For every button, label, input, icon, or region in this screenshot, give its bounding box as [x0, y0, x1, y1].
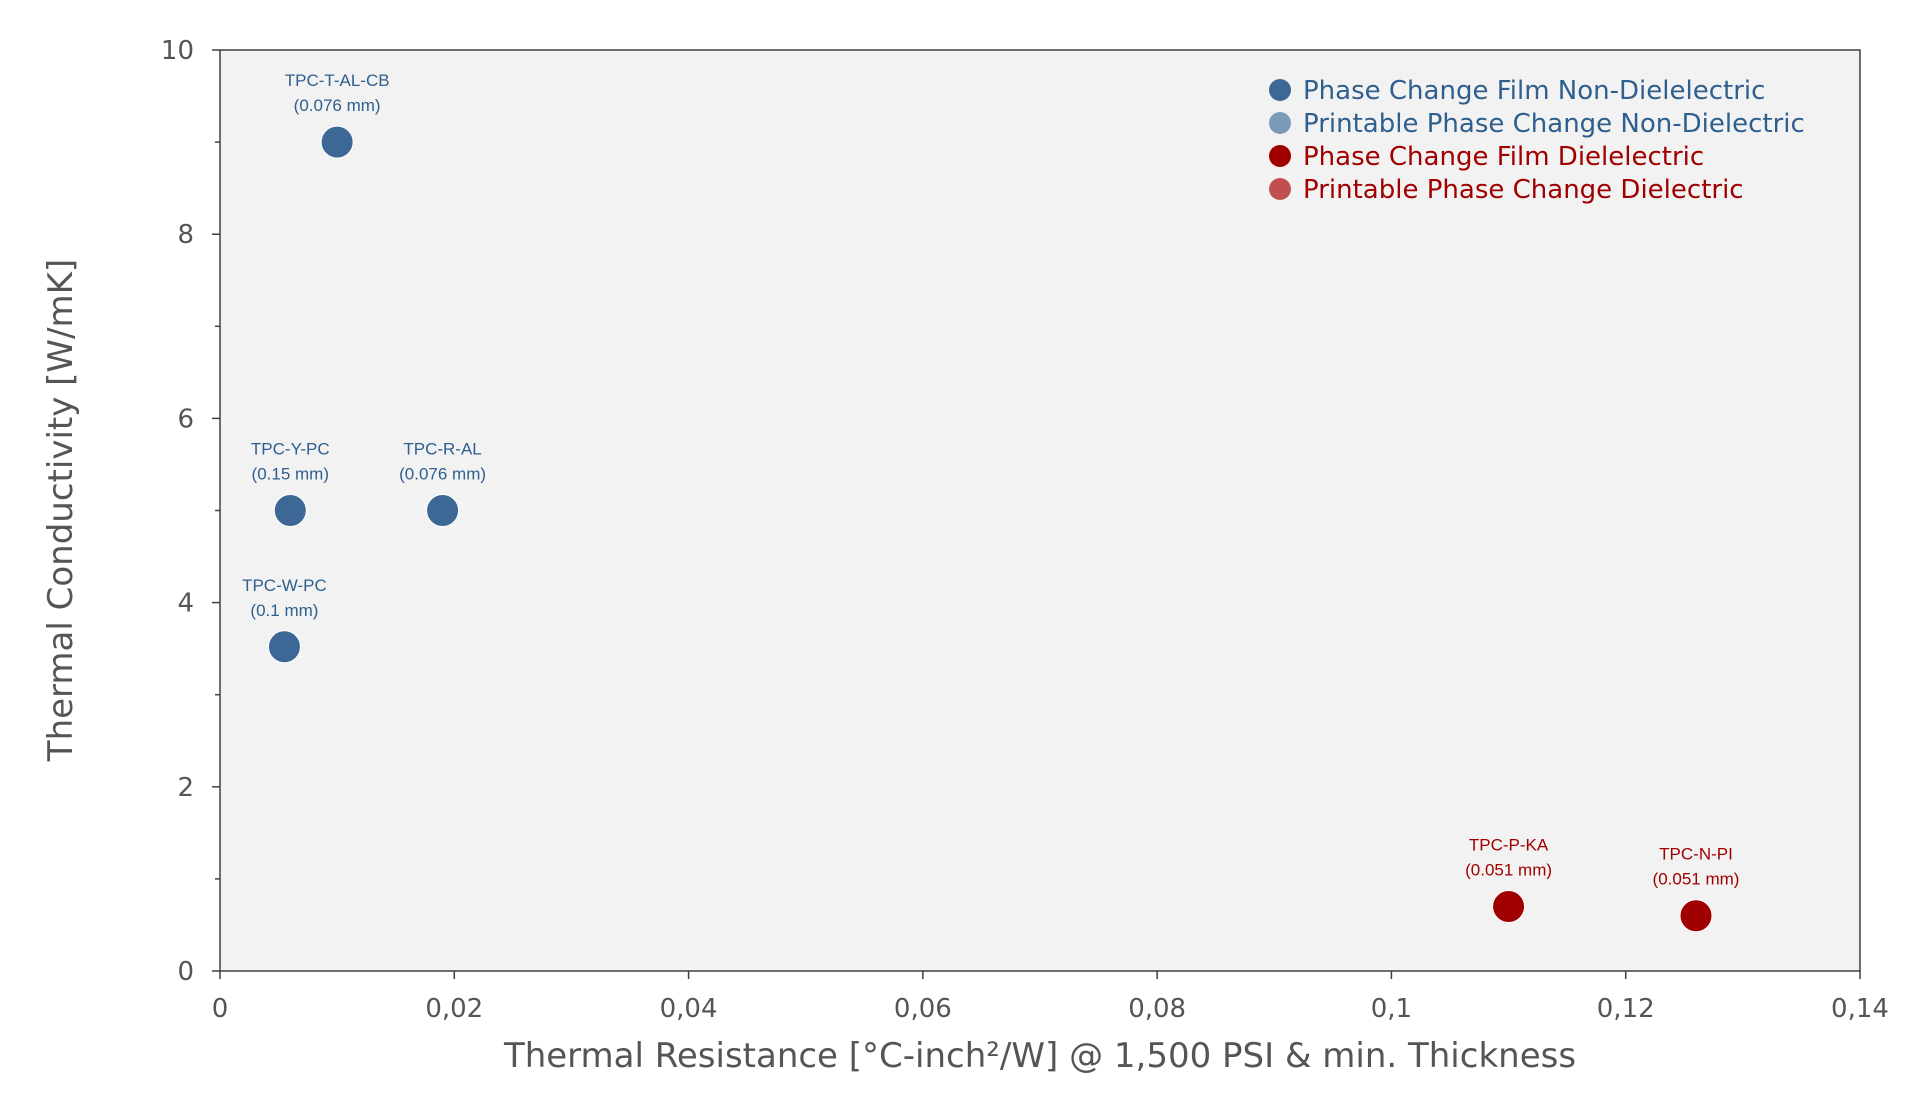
point-sublabel: (0.051 mm) — [1653, 870, 1740, 889]
legend-entry: Printable Phase Change Non-Dielectric — [1303, 109, 1805, 139]
x-axis-ticks: 0 0,02 0,04 0,06 0,08 0,1 0,12 0,14 — [212, 971, 1889, 1024]
x-tick-label: 0,14 — [1831, 994, 1889, 1024]
y-tick-label: 6 — [177, 404, 194, 434]
x-tick-label: 0,02 — [425, 994, 483, 1024]
x-axis-title: Thermal Resistance [°C-inch²/W] @ 1,500 … — [503, 1036, 1576, 1076]
x-tick-label: 0,06 — [894, 994, 952, 1024]
legend-entry: Phase Change Film Dielelectric — [1303, 142, 1704, 172]
x-tick-label: 0,04 — [660, 994, 718, 1024]
legend-marker — [1269, 145, 1291, 167]
point-label: TPC-T-AL-CB — [285, 71, 390, 90]
legend-entry: Printable Phase Change Dielectric — [1303, 175, 1744, 205]
data-point — [273, 494, 307, 527]
legend: Phase Change Film Non-DielelectricPrinta… — [1269, 76, 1805, 205]
y-axis-title: Thermal Conductivity [W/mK] — [41, 259, 81, 762]
data-point — [1492, 890, 1526, 924]
y-tick-label: 4 — [177, 589, 194, 619]
point-label: TPC-W-PC — [242, 576, 327, 595]
legend-marker — [1269, 112, 1291, 134]
point-sublabel: (0.051 mm) — [1465, 861, 1552, 880]
x-tick-label: 0,12 — [1597, 994, 1655, 1024]
legend-marker — [1269, 178, 1291, 200]
point-sublabel: (0.15 mm) — [252, 465, 329, 484]
y-axis-ticks: 0 2 4 6 8 10 — [161, 36, 220, 987]
x-tick-label: 0 — [212, 994, 229, 1024]
point-label: TPC-N-PI — [1659, 845, 1733, 864]
point-label: TPC-R-AL — [403, 440, 481, 459]
y-tick-label: 0 — [177, 957, 194, 987]
point-sublabel: (0.076 mm) — [399, 465, 486, 484]
data-point — [267, 630, 301, 664]
point-label: TPC-Y-PC — [251, 440, 330, 459]
point-label: TPC-P-KA — [1469, 836, 1549, 855]
legend-entry: Phase Change Film Non-Dielelectric — [1303, 76, 1765, 106]
y-tick-label: 2 — [177, 773, 194, 803]
data-point — [1679, 899, 1713, 933]
y-tick-label: 10 — [161, 36, 194, 66]
point-sublabel: (0.076 mm) — [294, 96, 381, 115]
data-points: TPC-T-AL-CB (0.076 mm) TPC-Y-PC (0.15 mm) TP… — [242, 71, 1740, 933]
plot-area — [219, 49, 1861, 972]
data-point — [426, 494, 460, 527]
y-tick-label: 8 — [177, 220, 194, 250]
point-sublabel: (0.1 mm) — [250, 601, 318, 620]
x-tick-label: 0,1 — [1371, 994, 1412, 1024]
data-point — [320, 125, 354, 159]
x-tick-label: 0,08 — [1128, 994, 1186, 1024]
legend-marker — [1269, 79, 1291, 101]
